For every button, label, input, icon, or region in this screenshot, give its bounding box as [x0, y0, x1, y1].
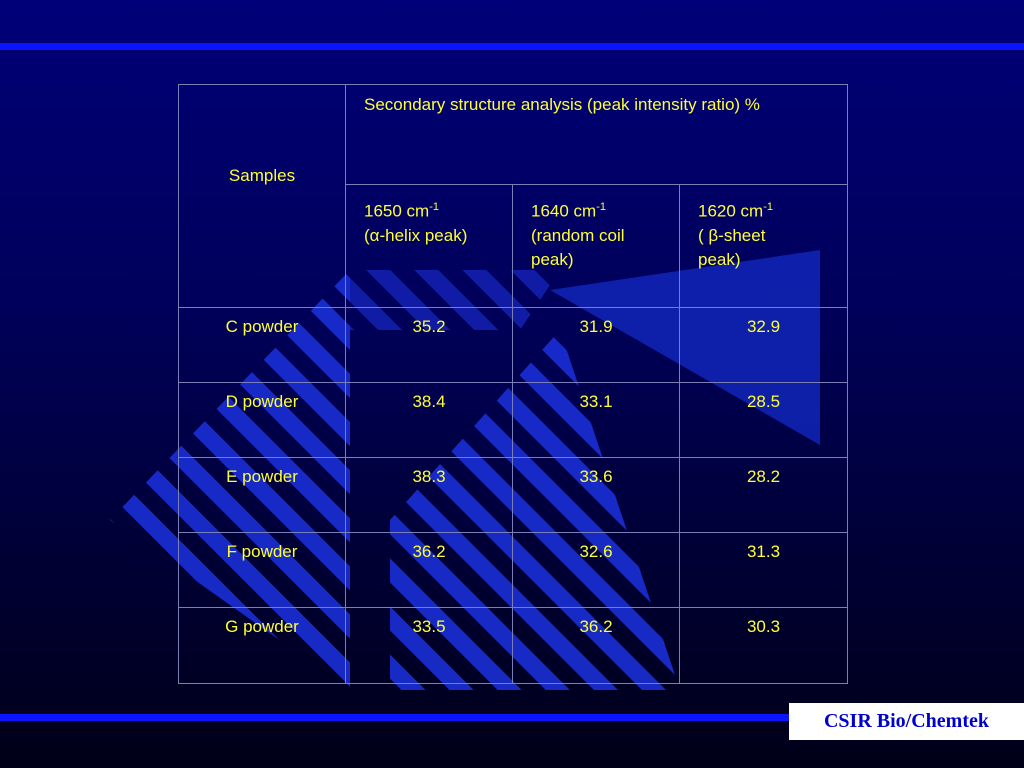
table-cell: 38.4 [345, 382, 513, 458]
table-cell: 36.2 [512, 607, 680, 684]
table-row: F powder 36.2 32.6 31.3 [178, 532, 849, 608]
table-cell: 33.1 [512, 382, 680, 458]
sample-label: D powder [178, 382, 346, 458]
sample-label: C powder [178, 307, 346, 383]
table-cell: 33.6 [512, 457, 680, 533]
table-cell: 38.3 [345, 457, 513, 533]
sample-label: F powder [178, 532, 346, 608]
table-cell: 32.9 [678, 307, 849, 383]
table-cell: 31.9 [512, 307, 680, 383]
brand-label: CSIR Bio/Chemtek [789, 703, 1024, 740]
column-header-1620: 1620 cm-1 ( β-sheet peak) [678, 184, 849, 308]
table-row: E powder 38.3 33.6 28.2 [178, 457, 849, 533]
table-row: G powder 33.5 36.2 30.3 [178, 607, 849, 684]
header-row-1: Samples Secondary structure analysis (pe… [178, 84, 849, 308]
secondary-structure-table: Samples Secondary structure analysis (pe… [178, 84, 849, 684]
column-header-1640: 1640 cm-1 (random coil peak) [512, 184, 680, 308]
sample-label: G powder [178, 607, 346, 684]
bottom-accent-bar [0, 714, 790, 721]
table-cell: 33.5 [345, 607, 513, 684]
top-accent-bar [0, 43, 1024, 50]
samples-column-header: Samples [178, 84, 346, 308]
table-cell: 30.3 [678, 607, 849, 684]
table-cell: 35.2 [345, 307, 513, 383]
sample-label: E powder [178, 457, 346, 533]
table-cell: 28.2 [678, 457, 849, 533]
table-cell: 31.3 [678, 532, 849, 608]
table-cell: 36.2 [345, 532, 513, 608]
header-row-2: 1650 cm-1 (α-helix peak) 1640 cm-1 (rand… [179, 184, 849, 308]
table-row: C powder 35.2 31.9 32.9 [178, 307, 849, 383]
table-cell: 32.6 [512, 532, 680, 608]
column-header-1650: 1650 cm-1 (α-helix peak) [345, 184, 513, 308]
group-column-header: Secondary structure analysis (peak inten… [344, 84, 849, 185]
table-row: D powder 38.4 33.1 28.5 [178, 382, 849, 458]
table-cell: 28.5 [678, 382, 849, 458]
